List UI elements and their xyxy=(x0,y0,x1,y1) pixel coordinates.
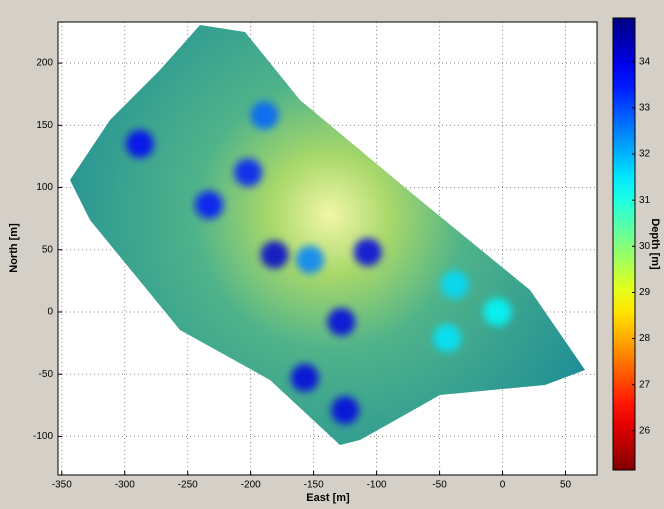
colorbar-tick-label: 32 xyxy=(639,149,651,160)
x-tick-label: -200 xyxy=(241,480,261,491)
y-tick-label: 200 xyxy=(36,58,53,69)
colorbar-tick-label: 28 xyxy=(639,333,651,344)
depression xyxy=(433,324,461,352)
depression xyxy=(327,308,355,336)
depression xyxy=(331,396,359,424)
depression xyxy=(126,130,154,158)
chart: East [m] North [m] Depth [m] -350 -300 -25… xyxy=(0,0,664,509)
depression xyxy=(354,238,382,266)
colorbar-tick-label: 34 xyxy=(639,56,651,67)
colorbar-tick-label: 26 xyxy=(639,425,651,436)
x-tick-label: 0 xyxy=(500,480,506,491)
colorbar-tick-label: 27 xyxy=(639,379,651,390)
colorbar-label: Depth [m] xyxy=(649,218,661,270)
depression xyxy=(296,246,324,274)
x-tick-label: -50 xyxy=(432,480,447,491)
x-axis-label: East [m] xyxy=(306,492,350,504)
colorbar xyxy=(613,18,635,470)
depression xyxy=(261,241,289,269)
colorbar-tick-label: 31 xyxy=(639,195,651,206)
depression xyxy=(234,159,262,187)
x-tick-label: -350 xyxy=(52,480,72,491)
colorbar-tick-label: 33 xyxy=(639,103,651,114)
x-tick-label: 50 xyxy=(560,480,572,491)
depression xyxy=(291,364,319,392)
y-tick-label: 0 xyxy=(47,307,53,318)
y-tick-label: 100 xyxy=(36,182,53,193)
depression xyxy=(441,271,469,299)
colorbar-tick-label: 29 xyxy=(639,287,651,298)
x-tick-label: -300 xyxy=(115,480,135,491)
y-axis-label: North [m] xyxy=(8,223,20,273)
x-tick-label: -250 xyxy=(178,480,198,491)
y-tick-label: 50 xyxy=(42,244,54,255)
depression xyxy=(484,298,512,326)
y-tick-label: -100 xyxy=(33,431,53,442)
x-tick-label: -100 xyxy=(367,480,387,491)
depression xyxy=(195,191,223,219)
colorbar-tick-label: 30 xyxy=(639,241,651,252)
depression xyxy=(251,101,279,129)
y-tick-label: 150 xyxy=(36,120,53,131)
x-tick-label: -150 xyxy=(304,480,324,491)
y-tick-label: -50 xyxy=(39,369,54,380)
